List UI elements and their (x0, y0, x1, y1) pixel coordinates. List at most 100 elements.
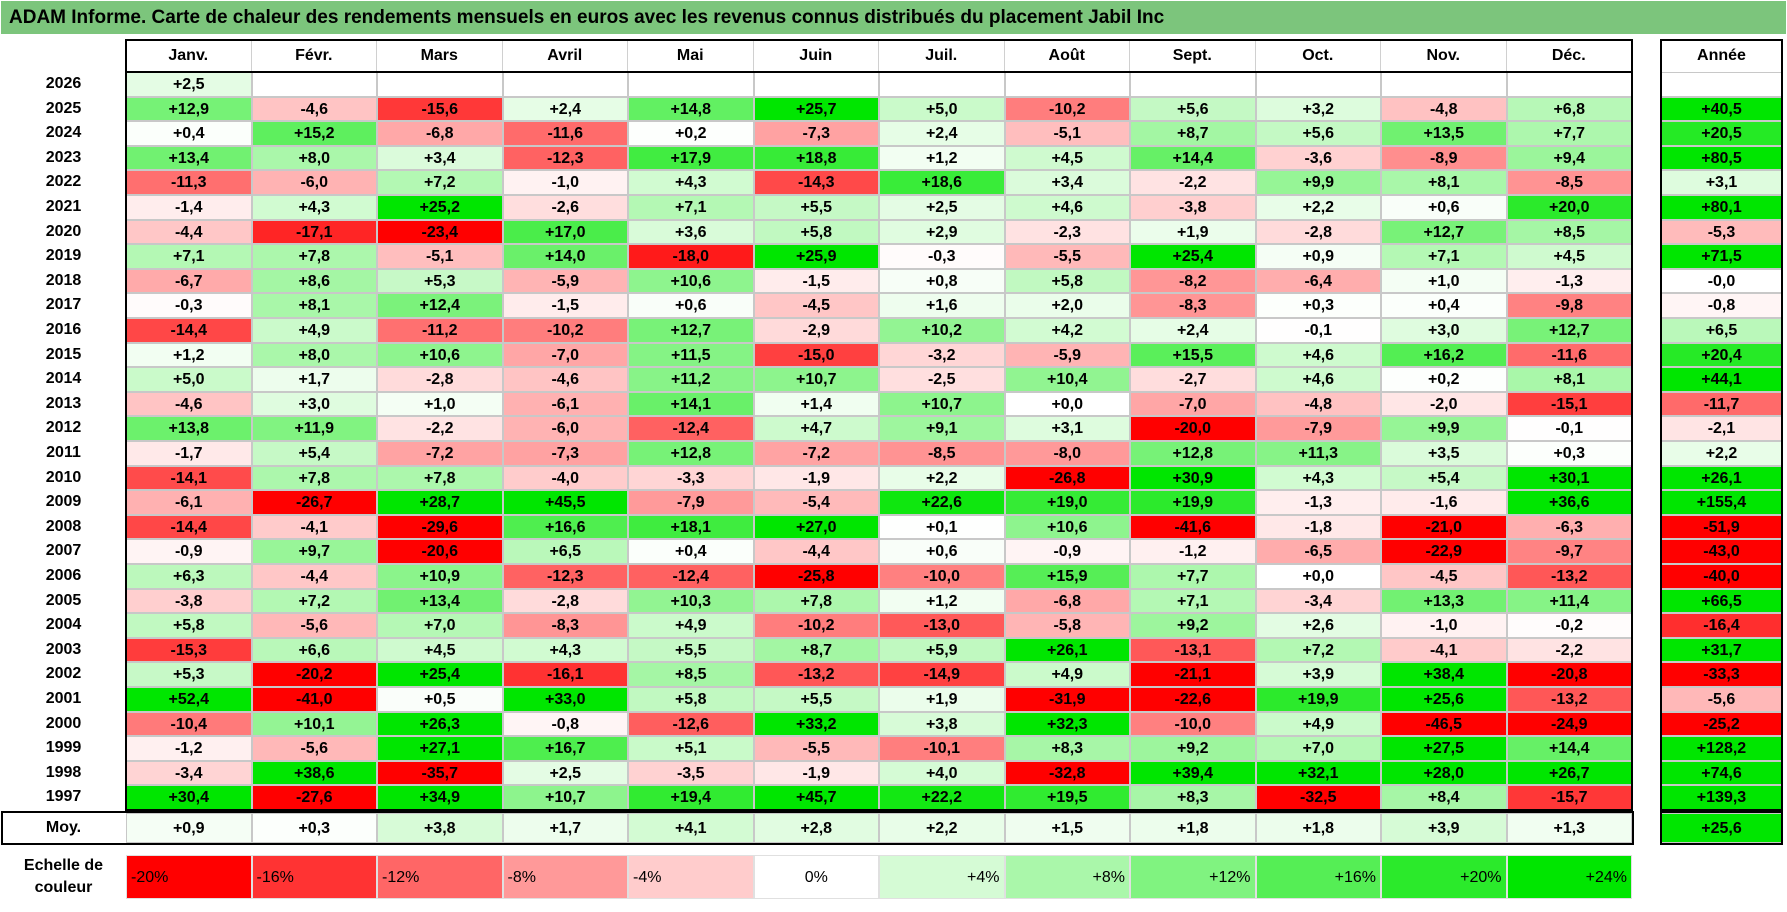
heatmap-cell: -0,9 (1004, 539, 1130, 564)
heatmap-cell: -26,7 (251, 490, 377, 515)
heatmap-cell: -4,6 (251, 96, 377, 122)
annual-cell: +44,1 (1661, 367, 1782, 392)
heatmap-cell: -2,8 (1255, 219, 1381, 245)
heatmap-cell: +5,8 (753, 219, 879, 245)
heatmap-cell: +3,0 (1381, 318, 1507, 343)
annual-cell: +6,5 (1661, 318, 1782, 343)
scale-label: Echelle de (23, 857, 104, 874)
heatmap-cell: -14,3 (753, 170, 879, 195)
heatmap-cell: +10,6 (1004, 514, 1130, 540)
heatmap-cell: -11,6 (502, 121, 628, 146)
heatmap-cell: +0,3 (1506, 441, 1632, 466)
heatmap-cell: +7,2 (1255, 637, 1381, 663)
heatmap-cell: -16,1 (502, 662, 628, 687)
average-cell: +1,7 (502, 813, 628, 843)
heatmap-cell: +13,5 (1381, 121, 1507, 146)
average-cell: +3,9 (1381, 813, 1507, 843)
heatmap-cell: +7,1 (1381, 244, 1507, 269)
annual-cell: +31,7 (1661, 637, 1782, 663)
year-label: 2016 (45, 321, 82, 338)
heatmap-cell: -10,0 (879, 564, 1005, 589)
annual-cell: -40,0 (1661, 564, 1782, 589)
annual-header: Année (1697, 47, 1746, 64)
heatmap-cell: +10,7 (879, 391, 1005, 417)
heatmap-cell: -5,6 (251, 736, 377, 761)
heatmap-cell: +11,9 (251, 416, 377, 441)
heatmap-cell: -1,6 (1381, 490, 1507, 515)
year-label: 2007 (45, 542, 82, 560)
heatmap-cell (1255, 72, 1381, 97)
heatmap-cell: +36,6 (1506, 490, 1632, 515)
heatmap-cell: +12,7 (1506, 318, 1632, 343)
heatmap-cell: -5,5 (1004, 244, 1130, 269)
heatmap-cell: +52,4 (126, 687, 252, 712)
heatmap-cell: +14,4 (1130, 145, 1256, 171)
year-label: 2004 (45, 616, 82, 634)
heatmap-cell: -3,3 (628, 465, 754, 491)
heatmap-cell: +22,6 (879, 490, 1005, 515)
annual-cell: +155,4 (1661, 490, 1782, 515)
heatmap-cell: +10,9 (377, 564, 503, 589)
heatmap-cell: +3,4 (377, 145, 503, 171)
heatmap-cell: +5,6 (1130, 96, 1256, 122)
heatmap-cell: +14,0 (502, 244, 628, 269)
month-header: Août (1005, 40, 1130, 72)
heatmap-cell: -22,9 (1381, 539, 1507, 564)
heatmap-cell: +16,2 (1381, 342, 1507, 368)
heatmap-cell: +9,7 (251, 539, 377, 564)
heatmap-cell: -29,6 (377, 514, 503, 540)
average-cell: +0,9 (126, 813, 252, 843)
heatmap-cell: -4,5 (1381, 564, 1507, 589)
heatmap-cell: +3,2 (1255, 96, 1381, 122)
heatmap-cell: +0,6 (1381, 195, 1507, 220)
heatmap-cell: +18,8 (753, 145, 879, 171)
heatmap-cell: +2,4 (502, 96, 628, 122)
heatmap-cell: -21,1 (1130, 662, 1256, 687)
heatmap-cell: +14,4 (1506, 736, 1632, 761)
heatmap-cell: -14,4 (126, 318, 252, 343)
month-header: Juil. (879, 40, 1005, 72)
heatmap-cell: -12,3 (502, 145, 628, 171)
heatmap-cell: -10,1 (879, 736, 1005, 761)
annual-cell: +40,5 (1661, 96, 1782, 122)
heatmap-cell: +2,9 (879, 219, 1005, 245)
heatmap-cell: +4,5 (377, 637, 503, 663)
annual-cell: -43,0 (1661, 539, 1782, 564)
annual-cell: +66,5 (1661, 588, 1782, 614)
heatmap-cell: +10,7 (753, 367, 879, 392)
heatmap-cell: -46,5 (1381, 711, 1507, 737)
heatmap-cell: -0,2 (1506, 613, 1632, 638)
heatmap-cell: +18,6 (879, 170, 1005, 195)
heatmap-cell: -7,2 (377, 441, 503, 466)
heatmap-cell: +8,1 (251, 293, 377, 318)
heatmap-cell: -10,0 (1130, 711, 1256, 737)
heatmap-cell: -6,1 (126, 490, 252, 515)
heatmap-cell (1381, 72, 1507, 97)
heatmap-cell: -4,4 (126, 219, 252, 245)
heatmap-cell: -11,3 (126, 170, 252, 195)
heatmap-cell: -15,6 (377, 96, 503, 122)
heatmap-cell: -14,1 (126, 465, 252, 491)
heatmap-cell: +10,6 (377, 342, 503, 368)
heatmap-cell: -4,4 (753, 539, 879, 564)
heatmap-cell: +25,2 (377, 195, 503, 220)
heatmap-cell: -1,9 (753, 465, 879, 491)
heatmap-cell: -6,0 (251, 170, 377, 195)
year-label: 2022 (45, 173, 82, 191)
heatmap-cell: +10,6 (628, 268, 754, 294)
heatmap-cell: -4,1 (1381, 637, 1507, 663)
heatmap-cell: -9,8 (1506, 293, 1632, 318)
scale-swatch: +20% (1381, 855, 1507, 899)
heatmap-cell: +7,8 (377, 465, 503, 491)
year-label: 2019 (45, 247, 82, 265)
heatmap-cell: +0,6 (879, 539, 1005, 564)
heatmap-cell: +7,8 (251, 244, 377, 269)
month-header: Févr. (252, 40, 377, 72)
heatmap-cell: +7,1 (628, 195, 754, 220)
annual-cell: -51,9 (1661, 514, 1782, 540)
heatmap-cell: +8,1 (1506, 367, 1632, 392)
heatmap-cell: -8,3 (502, 613, 628, 638)
annual-cell: -33,3 (1661, 662, 1782, 687)
heatmap-cell: -5,1 (377, 244, 503, 269)
heatmap-cell: +33,0 (502, 687, 628, 712)
